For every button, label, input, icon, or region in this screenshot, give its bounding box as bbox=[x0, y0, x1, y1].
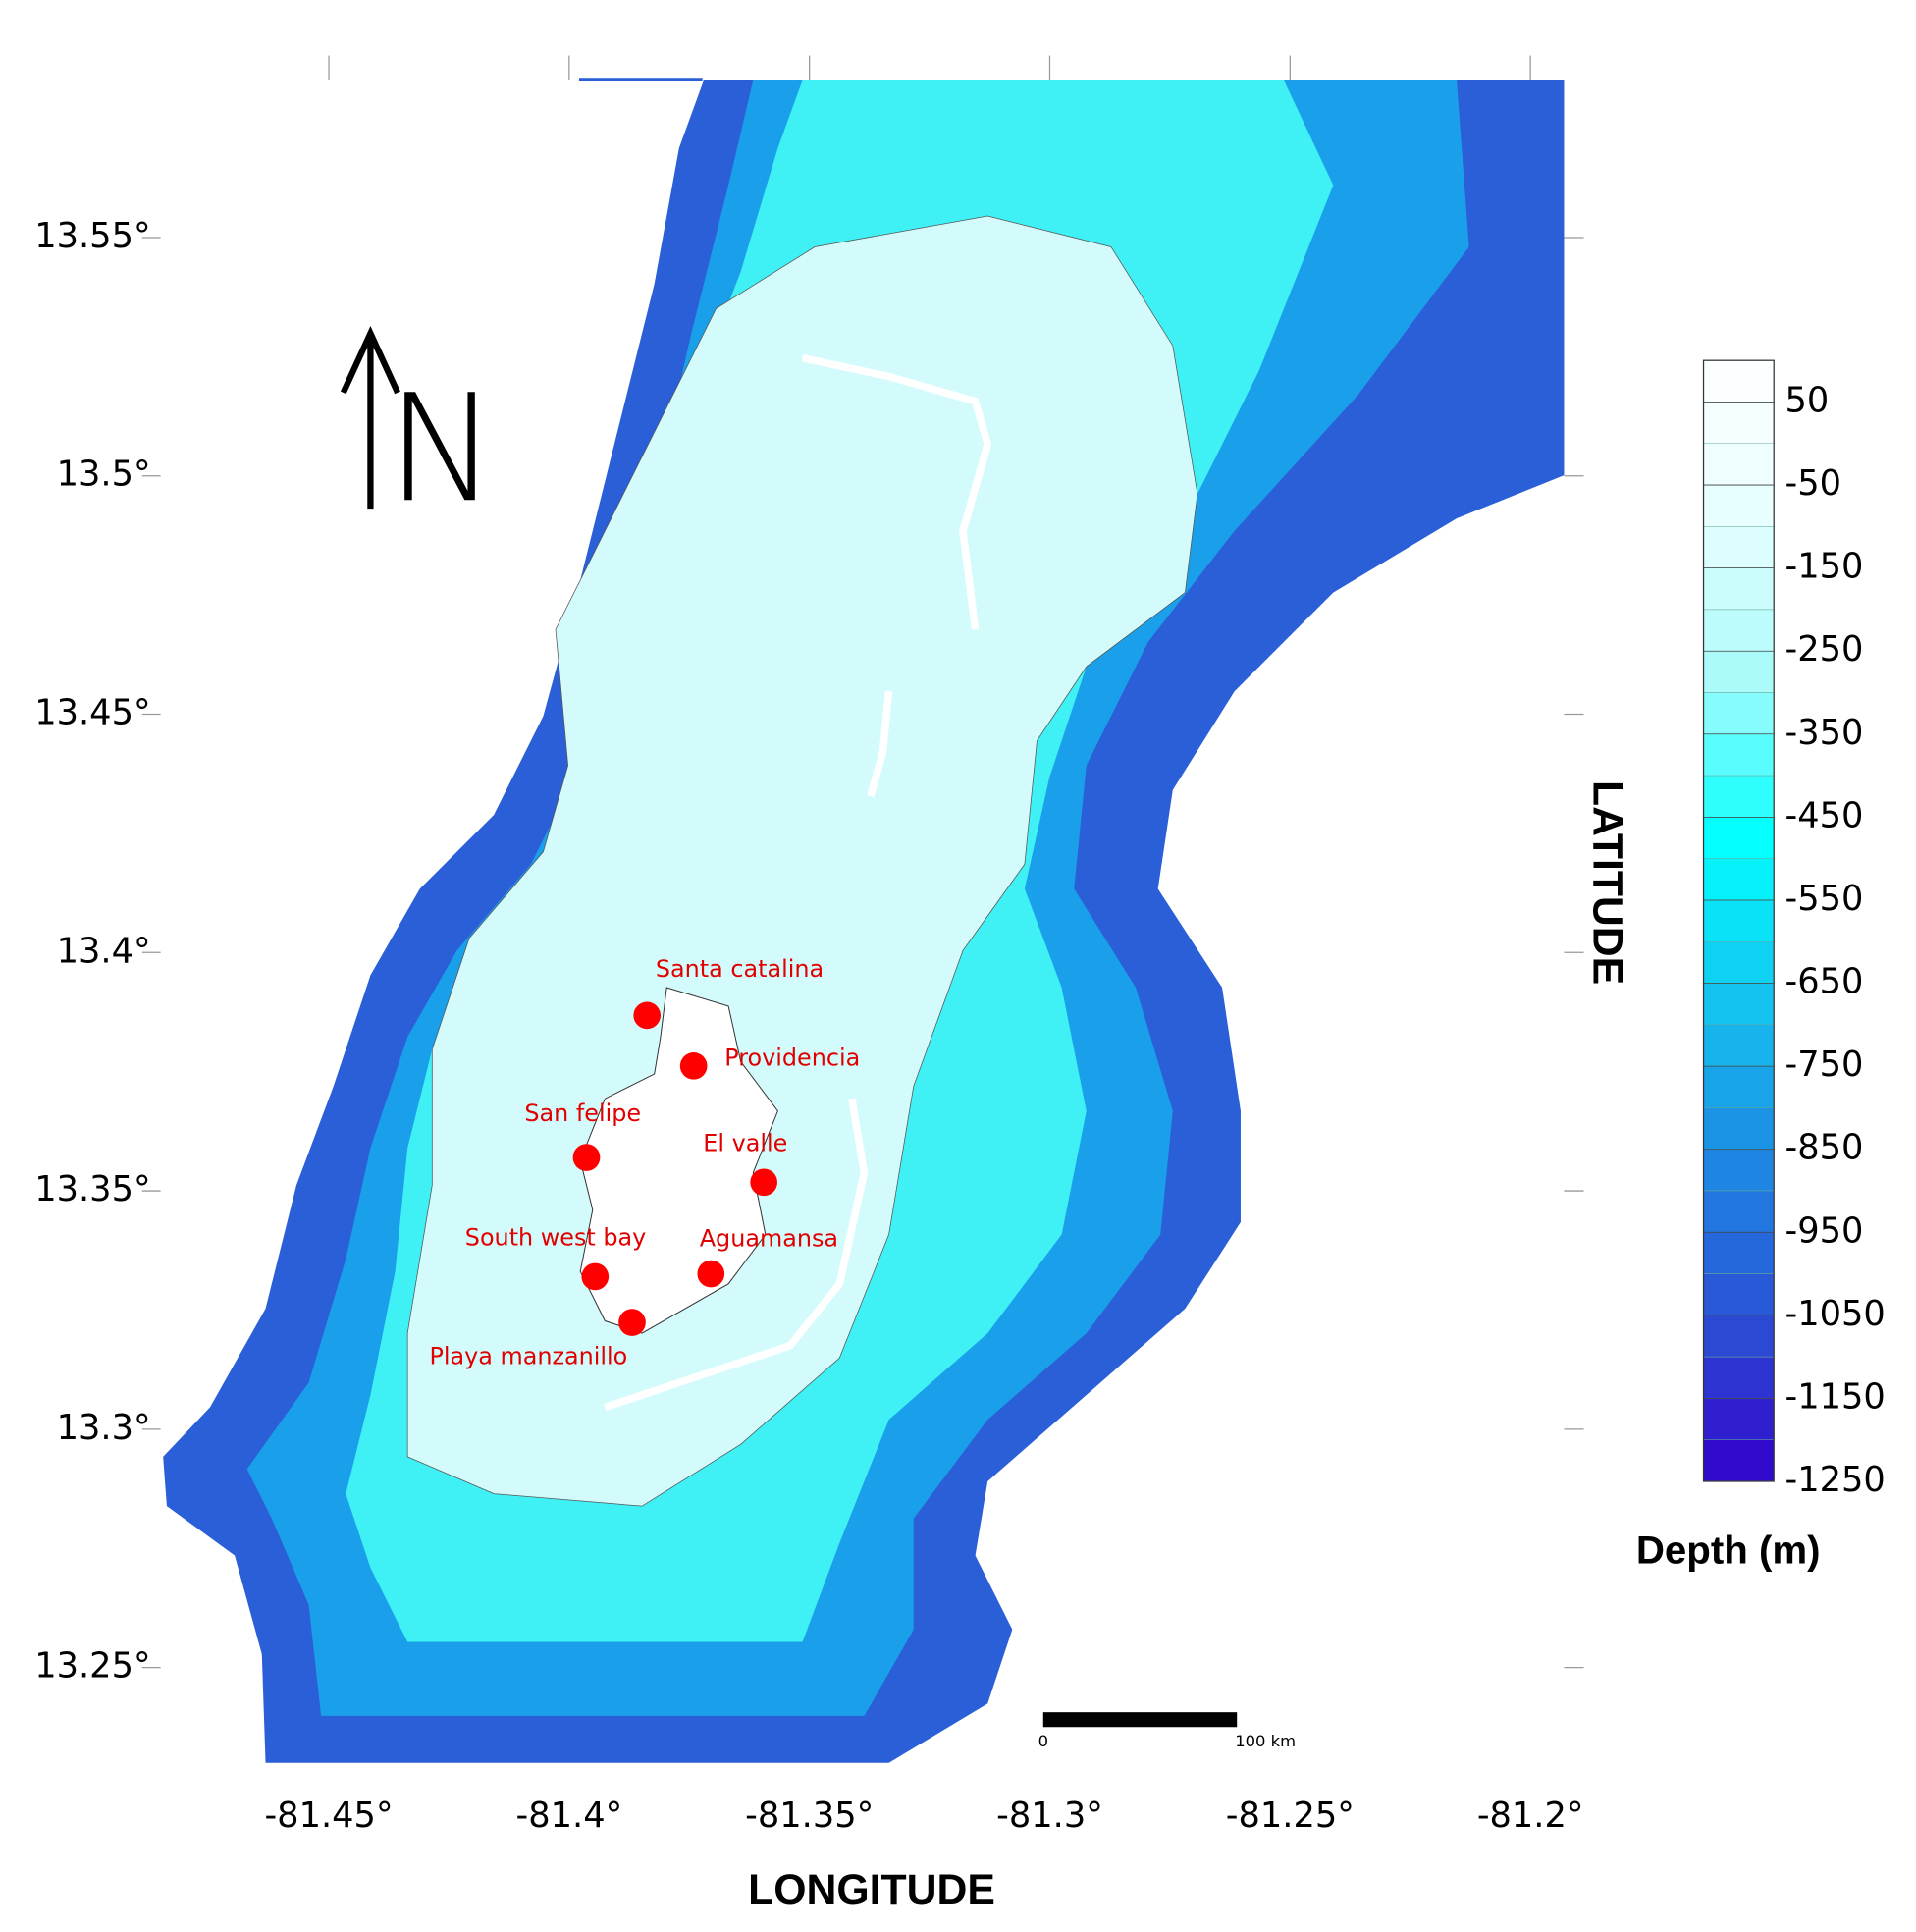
place-label: Aguamansa bbox=[700, 1224, 838, 1252]
colorbar-band bbox=[1703, 1065, 1775, 1108]
colorbar-band bbox=[1703, 983, 1775, 1026]
colorbar-title: Depth (m) bbox=[1636, 1529, 1821, 1573]
colorbar-band bbox=[1703, 443, 1775, 486]
colorbar-band bbox=[1703, 1273, 1775, 1316]
colorbar-label: -350 bbox=[1785, 713, 1864, 753]
y-tick-label: 13.5° bbox=[57, 455, 151, 495]
y-axis-label: LATITUDE bbox=[1584, 780, 1631, 985]
place-label: Playa manzanillo bbox=[429, 1342, 627, 1369]
colorbar-label: -1250 bbox=[1785, 1460, 1886, 1500]
colorbar-label: -550 bbox=[1785, 879, 1864, 919]
place-label: El valle bbox=[703, 1129, 787, 1156]
reef bbox=[867, 690, 893, 798]
x-tick-label: -81.3° bbox=[996, 1796, 1103, 1836]
colorbar-band bbox=[1703, 899, 1775, 942]
y-tick-label: 13.3° bbox=[57, 1408, 151, 1448]
arrow-head bbox=[340, 325, 400, 395]
x-axis-label: LONGITUDE bbox=[748, 1866, 995, 1913]
colorbar-band bbox=[1703, 1024, 1775, 1067]
colorbar-band bbox=[1703, 1149, 1775, 1192]
colorbar-label: -1150 bbox=[1785, 1376, 1886, 1417]
north-arrow bbox=[340, 325, 400, 510]
colorbar-band bbox=[1703, 775, 1775, 818]
colorbar-band bbox=[1703, 1398, 1775, 1440]
colorbar-band bbox=[1703, 484, 1775, 527]
y-tick-label: 13.4° bbox=[57, 931, 151, 971]
y-tick-label: 13.25° bbox=[34, 1646, 150, 1687]
colorbar-band bbox=[1703, 940, 1775, 984]
colorbar-band bbox=[1703, 1439, 1775, 1482]
colorbar-band bbox=[1703, 817, 1775, 859]
place-label: South west bay bbox=[465, 1223, 647, 1251]
y-tick-label: 13.35° bbox=[34, 1169, 150, 1209]
scale-label: 0 bbox=[1038, 1732, 1048, 1750]
x-tick-label: -81.35° bbox=[745, 1796, 874, 1836]
colorbar-band bbox=[1703, 402, 1775, 445]
place-marker bbox=[633, 1001, 662, 1030]
colorbar-label: -650 bbox=[1785, 962, 1864, 1002]
reef bbox=[801, 353, 992, 630]
place-marker bbox=[679, 1052, 708, 1080]
edge bbox=[578, 78, 703, 81]
colorbar-band bbox=[1703, 692, 1775, 735]
x-tick-label: -81.2° bbox=[1477, 1796, 1584, 1836]
colorbar-band bbox=[1703, 609, 1775, 652]
colorbar-band bbox=[1703, 1315, 1775, 1358]
x-tick-label: -81.45° bbox=[264, 1796, 393, 1836]
colorbar-label: -950 bbox=[1785, 1210, 1864, 1251]
place-marker bbox=[572, 1144, 601, 1171]
colorbar-label: -850 bbox=[1785, 1128, 1864, 1168]
colorbar-label: -50 bbox=[1785, 463, 1842, 504]
colorbar-label: 50 bbox=[1785, 380, 1830, 420]
colorbar-band bbox=[1703, 567, 1775, 611]
colorbar-band bbox=[1703, 1232, 1775, 1274]
north-label: N bbox=[387, 362, 498, 535]
colorbar-band bbox=[1703, 1356, 1775, 1399]
y-tick-label: 13.45° bbox=[34, 693, 150, 733]
colorbar-label: -250 bbox=[1785, 629, 1864, 670]
colorbar-band bbox=[1703, 526, 1775, 568]
colorbar-band bbox=[1703, 1190, 1775, 1233]
place-marker bbox=[581, 1262, 610, 1291]
colorbar-band bbox=[1703, 733, 1775, 777]
colorbar-band bbox=[1703, 858, 1775, 901]
x-tick-label: -81.4° bbox=[516, 1796, 623, 1836]
place-label: Santa catalina bbox=[656, 955, 824, 983]
colorbar-band bbox=[1703, 1107, 1775, 1150]
place-label: Providencia bbox=[724, 1044, 860, 1071]
place-label: San felipe bbox=[524, 1100, 641, 1127]
colorbar-label: -750 bbox=[1785, 1045, 1864, 1085]
place-marker bbox=[697, 1260, 725, 1288]
bathymetry bbox=[163, 78, 1565, 1763]
x-tick-label: -81.25° bbox=[1226, 1796, 1355, 1836]
colorbar-label: -1050 bbox=[1785, 1294, 1886, 1334]
scale-bar bbox=[1042, 1712, 1238, 1728]
scale-label: 100 km bbox=[1235, 1732, 1296, 1750]
colorbar-band bbox=[1703, 650, 1775, 693]
colorbar-label: -450 bbox=[1785, 795, 1864, 835]
place-marker bbox=[750, 1168, 777, 1197]
colorbar-label: -150 bbox=[1785, 547, 1864, 587]
reef bbox=[604, 1098, 869, 1412]
y-tick-label: 13.55° bbox=[34, 216, 150, 256]
colorbar-band bbox=[1703, 359, 1775, 402]
place-marker bbox=[618, 1309, 646, 1336]
